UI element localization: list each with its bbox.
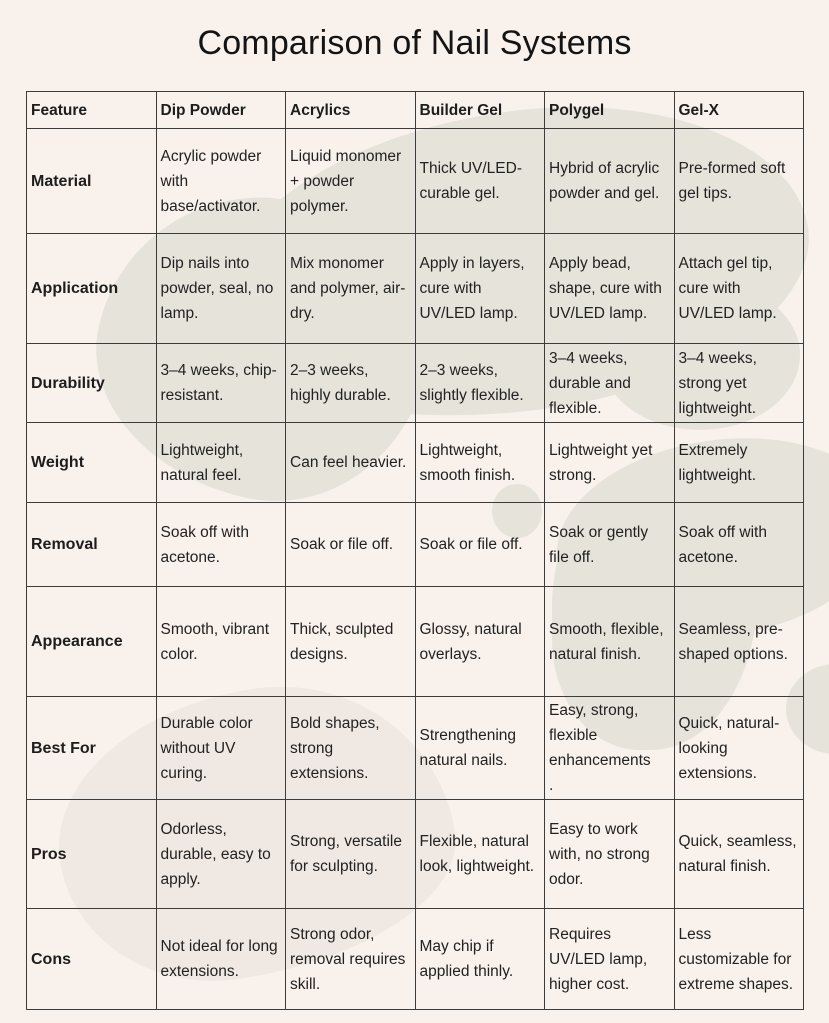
table-cell: Easy to work with, no strong odor. <box>544 799 675 909</box>
table-cell: Soak or file off. <box>285 502 416 587</box>
column-header-polygel: Polygel <box>544 91 675 129</box>
table-cell: Can feel heavier. <box>285 422 416 503</box>
table-cell: Liquid monomer + powder polymer. <box>285 128 416 234</box>
column-header-feature: Feature <box>26 91 157 129</box>
table-cell: Soak off with acetone. <box>155 502 286 587</box>
table-row-application: Application Dip nails into powder, seal,… <box>26 233 804 344</box>
table-cell: Thick, sculpted designs. <box>285 586 416 697</box>
table-cell: Quick, seamless, natural finish. <box>673 799 804 909</box>
table-cell: Glossy, natural overlays. <box>414 586 545 697</box>
row-label-application: Application <box>26 233 157 344</box>
table-cell: Apply bead, shape, cure with UV/LED lamp… <box>544 233 675 344</box>
table-row-weight: Weight Lightweight, natural feel. Can fe… <box>26 422 804 503</box>
table-cell: Thick UV/LED-curable gel. <box>414 128 545 234</box>
table-cell: Soak or file off. <box>414 502 545 587</box>
row-label-weight: Weight <box>26 422 157 503</box>
row-label-pros: Pros <box>26 799 157 909</box>
row-label-material: Material <box>26 128 157 234</box>
table-cell: Strengthening natural nails. <box>414 696 545 800</box>
row-label-appearance: Appearance <box>26 586 157 697</box>
column-header-dip-powder: Dip Powder <box>155 91 286 129</box>
table-cell: Lightweight, smooth finish. <box>414 422 545 503</box>
table-row-pros: Pros Odorless, durable, easy to apply. S… <box>26 799 804 909</box>
table-cell: Pre-formed soft gel tips. <box>673 128 804 234</box>
table-cell: May chip if applied thinly. <box>414 908 545 1010</box>
row-label-cons: Cons <box>26 908 157 1010</box>
table-cell: Durable color without UV curing. <box>155 696 286 800</box>
table-cell: 3–4 weeks, strong yet lightweight. <box>673 343 804 423</box>
table-cell: Strong odor, removal requires skill. <box>285 908 416 1010</box>
table-row-durability: Durability 3–4 weeks, chip-resistant. 2–… <box>26 343 804 423</box>
table-cell: Apply in layers, cure with UV/LED lamp. <box>414 233 545 344</box>
table-cell: Seamless, pre-shaped options. <box>673 586 804 697</box>
table-cell: 3–4 weeks, chip-resistant. <box>155 343 286 423</box>
row-label-removal: Removal <box>26 502 157 587</box>
table-cell: 2–3 weeks, slightly flexible. <box>414 343 545 423</box>
table-cell: Strong, versatile for sculpting. <box>285 799 416 909</box>
table-cell: Mix monomer and polymer, air-dry. <box>285 233 416 344</box>
table-cell: Easy, strong, flexible enhancements . <box>544 696 675 800</box>
table-cell: Quick, natural-looking extensions. <box>673 696 804 800</box>
table-cell: Soak off with acetone. <box>673 502 804 587</box>
table-row-cons: Cons Not ideal for long extensions. Stro… <box>26 908 804 1010</box>
row-label-best-for: Best For <box>26 696 157 800</box>
table-cell: Less customizable for extreme shapes. <box>673 908 804 1010</box>
table-cell: 3–4 weeks, durable and flexible. <box>544 343 675 423</box>
page-title: Comparison of Nail Systems <box>197 24 632 62</box>
table-cell: Extremely lightweight. <box>673 422 804 503</box>
column-header-gel-x: Gel-X <box>673 91 804 129</box>
table-row-appearance: Appearance Smooth, vibrant color. Thick,… <box>26 586 804 697</box>
table-cell: Odorless, durable, easy to apply. <box>155 799 286 909</box>
table-cell: 2–3 weeks, highly durable. <box>285 343 416 423</box>
table-cell: Smooth, flexible, natural finish. <box>544 586 675 697</box>
table-cell: Soak or gently file off. <box>544 502 675 587</box>
table-cell: Lightweight yet strong. <box>544 422 675 503</box>
column-header-builder-gel: Builder Gel <box>414 91 545 129</box>
table-cell: Smooth, vibrant color. <box>155 586 286 697</box>
comparison-table: Feature Dip Powder Acrylics Builder Gel … <box>26 91 804 1010</box>
table-row-removal: Removal Soak off with acetone. Soak or f… <box>26 502 804 587</box>
table-cell: Requires UV/LED lamp, higher cost. <box>544 908 675 1010</box>
table-cell: Hybrid of acrylic powder and gel. <box>544 128 675 234</box>
row-label-durability: Durability <box>26 343 157 423</box>
table-cell: Not ideal for long extensions. <box>155 908 286 1010</box>
table-row-best-for: Best For Durable color without UV curing… <box>26 696 804 800</box>
table-cell: Lightweight, natural feel. <box>155 422 286 503</box>
table-cell: Acrylic powder with base/activator. <box>155 128 286 234</box>
table-cell: Dip nails into powder, seal, no lamp. <box>155 233 286 344</box>
table-cell: Bold shapes, strong extensions. <box>285 696 416 800</box>
table-cell: Attach gel tip, cure with UV/LED lamp. <box>673 233 804 344</box>
table-row-material: Material Acrylic powder with base/activa… <box>26 128 804 234</box>
column-header-acrylics: Acrylics <box>285 91 416 129</box>
header-row: Feature Dip Powder Acrylics Builder Gel … <box>26 91 804 129</box>
table-cell: Flexible, natural look, lightweight. <box>414 799 545 909</box>
